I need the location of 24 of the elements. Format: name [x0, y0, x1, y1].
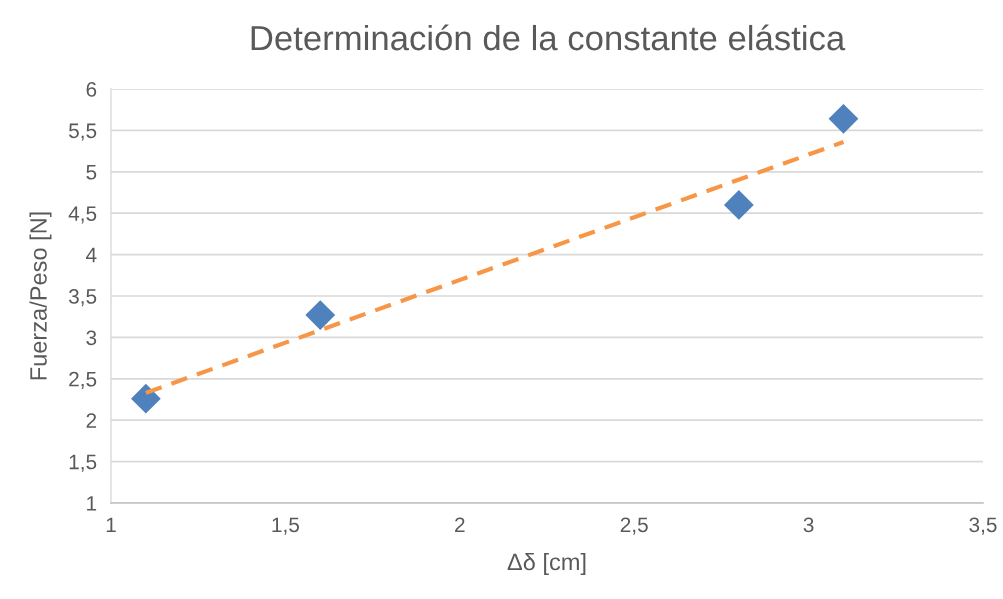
y-tick-label: 2 — [86, 413, 97, 428]
x-tick-label: 3,5 — [969, 517, 997, 535]
y-tick-label: 6 — [86, 82, 97, 97]
x-tick-label: 2 — [455, 517, 465, 532]
x-tick-label: 1,5 — [272, 517, 300, 535]
y-tick-label: 1,5 — [69, 454, 97, 472]
y-tick-label: 3,5 — [68, 289, 97, 307]
point — [723, 190, 754, 220]
y-axis-title: Fuerza/Peso [N] — [29, 212, 52, 380]
x-tick-label: 1 — [106, 517, 116, 532]
y-tick-label: 1 — [87, 496, 97, 511]
x-tick-label: 3 — [803, 517, 814, 533]
y-tick-label: 5,5 — [68, 123, 97, 141]
y-tick-label: 4,5 — [68, 206, 97, 224]
point — [130, 383, 161, 414]
x-tick-label: 2,5 — [620, 517, 648, 535]
point — [305, 300, 336, 330]
y-tick-label: 2,5 — [69, 371, 97, 390]
y-tick-label: 5 — [86, 165, 97, 180]
y-tick-label: 4 — [86, 247, 97, 263]
x-axis-title: Δδ [cm] — [507, 552, 586, 575]
point — [828, 103, 859, 134]
y-tick-label: 3 — [86, 330, 97, 346]
chart-title: Determinación de la constante elástica — [251, 24, 846, 51]
